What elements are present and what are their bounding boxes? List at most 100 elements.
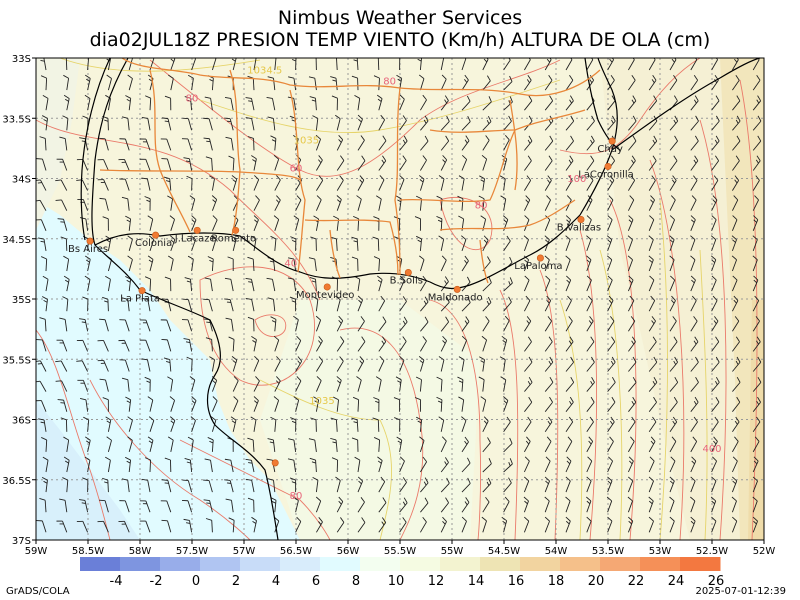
wind-barb xyxy=(293,496,299,513)
wind-barb xyxy=(40,75,48,91)
wind-barb xyxy=(752,396,761,412)
wind-barb xyxy=(56,339,68,352)
wind-barb xyxy=(711,175,719,191)
wind-barb xyxy=(62,115,69,131)
wind-barb xyxy=(267,297,276,312)
wind-barb xyxy=(161,479,172,493)
wind-barb xyxy=(274,195,281,211)
wind-barb xyxy=(316,175,324,191)
lon-tick-label: 52W xyxy=(753,546,776,557)
wind-barb xyxy=(164,95,172,111)
wind-barb xyxy=(690,75,699,91)
wind-barb xyxy=(399,175,405,191)
wind-barb xyxy=(438,175,445,191)
colorbar-label: 22 xyxy=(628,574,645,589)
wind-barb xyxy=(351,75,359,91)
wind-barb xyxy=(105,275,111,292)
wind-barb xyxy=(147,255,154,272)
map-subtitle: dia02JUL18Z PRESION TEMP VIENTO (Km/h) A… xyxy=(89,29,711,51)
wave-contour-label: 80 xyxy=(186,93,199,104)
wind-barb xyxy=(503,235,511,252)
wind-barb xyxy=(752,135,762,151)
wind-barb xyxy=(586,235,592,252)
wind-barb xyxy=(523,195,531,211)
wind-barb xyxy=(461,154,468,171)
wave-contour-label: 80 xyxy=(290,491,303,502)
wind-barb xyxy=(293,215,300,231)
wind-barb xyxy=(203,137,213,151)
wind-barb xyxy=(458,356,465,372)
wind-barb xyxy=(79,499,89,513)
colorbar-swatch xyxy=(480,557,521,571)
wind-barb xyxy=(565,316,573,332)
wave-contour-label: 80 xyxy=(383,77,396,88)
wind-barb xyxy=(628,396,637,412)
colorbar-swatch xyxy=(120,557,161,571)
wind-barb xyxy=(440,115,450,131)
wind-barb xyxy=(690,235,696,252)
colorbar-swatch xyxy=(320,557,361,571)
wind-barb xyxy=(253,195,260,211)
wind-barb xyxy=(523,295,531,312)
wind-barb xyxy=(440,516,447,533)
wind-barb xyxy=(482,316,490,332)
wind-barb xyxy=(732,95,741,111)
wind-barb xyxy=(190,235,196,252)
wind-barb xyxy=(627,295,635,312)
wind-barb xyxy=(253,396,259,412)
city-label: Colonia xyxy=(135,238,172,249)
wind-barb xyxy=(309,276,317,292)
wind-barb xyxy=(711,396,720,412)
wind-barb xyxy=(669,155,678,171)
wind-barb xyxy=(335,295,341,312)
wind-barb xyxy=(119,359,130,372)
wind-barb xyxy=(669,356,679,372)
wind-barb xyxy=(399,155,407,171)
wind-barb xyxy=(669,135,678,151)
wind-barb xyxy=(127,436,133,453)
wind-barb xyxy=(732,356,741,372)
wind-barb xyxy=(669,235,675,252)
wind-barb xyxy=(148,235,155,252)
wind-barb xyxy=(648,476,654,493)
wind-barb xyxy=(690,95,699,111)
wind-barb xyxy=(357,155,366,171)
wind-barb xyxy=(524,155,532,171)
wind-barb xyxy=(351,256,359,272)
wind-barb xyxy=(648,496,654,513)
wind-barb xyxy=(266,96,276,111)
wind-barb xyxy=(378,497,387,513)
wind-barb xyxy=(711,115,720,131)
wind-barb xyxy=(523,255,530,272)
wind-barb xyxy=(478,376,485,392)
wind-barb xyxy=(251,516,257,533)
wind-barb xyxy=(118,520,130,533)
city-marker xyxy=(577,215,585,223)
wind-barb xyxy=(164,276,172,292)
wind-barb xyxy=(274,175,281,191)
wind-barb xyxy=(164,457,172,473)
wave-contour-label: 60 xyxy=(290,163,303,174)
wind-barb xyxy=(565,58,573,71)
wind-barb xyxy=(211,58,217,71)
wind-barb xyxy=(731,456,738,473)
wind-barb xyxy=(544,436,552,453)
wind-barb xyxy=(125,396,132,412)
wind-barb xyxy=(310,417,317,432)
wind-barb xyxy=(648,175,656,191)
wind-barb xyxy=(586,255,592,272)
wind-barb xyxy=(42,94,49,111)
wind-barb xyxy=(628,95,637,111)
wind-barb xyxy=(690,416,698,433)
wind-barb xyxy=(36,339,47,352)
wind-barb xyxy=(332,396,339,412)
wind-barb xyxy=(76,339,89,352)
wind-barb xyxy=(752,95,762,111)
wind-barb xyxy=(648,255,654,272)
wind-barb xyxy=(607,115,616,131)
wind-barb xyxy=(336,496,344,513)
wind-barb xyxy=(211,376,218,392)
wind-barb xyxy=(606,235,613,252)
wind-barb xyxy=(336,356,344,372)
wind-barb xyxy=(64,58,68,71)
